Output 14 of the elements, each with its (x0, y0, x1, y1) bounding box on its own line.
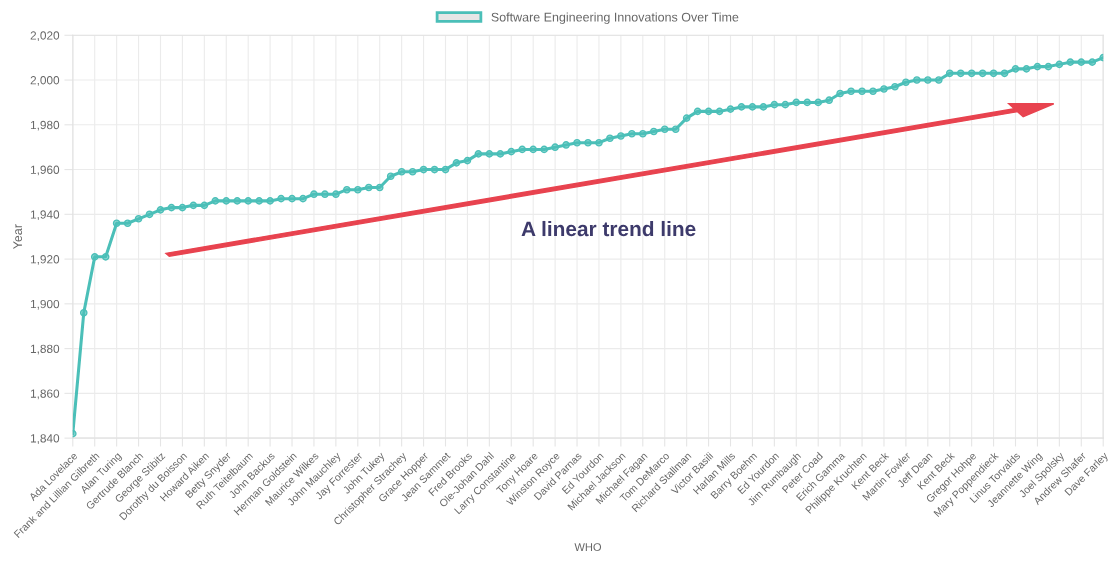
y-tick-label: 1,900 (30, 299, 60, 310)
y-tick-label: 1,940 (30, 210, 60, 221)
y-axis-title: Year (13, 224, 23, 250)
y-tick-label: 1,980 (30, 120, 60, 131)
y-tick-label: 1,880 (30, 344, 60, 355)
legend-label: Software Engineering Innovations Over Time (491, 12, 739, 25)
y-tick-label: 1,960 (30, 165, 60, 176)
y-tick-label: 1,860 (30, 389, 60, 400)
y-tick-label: 2,000 (30, 76, 60, 86)
y-tick-label: 2,020 (30, 31, 60, 42)
x-axis-title: WHO (574, 543, 602, 552)
y-tick-label: 1,840 (30, 434, 60, 444)
annotation: A linear trend line (521, 220, 696, 237)
y-tick-label: 1,920 (30, 255, 60, 265)
